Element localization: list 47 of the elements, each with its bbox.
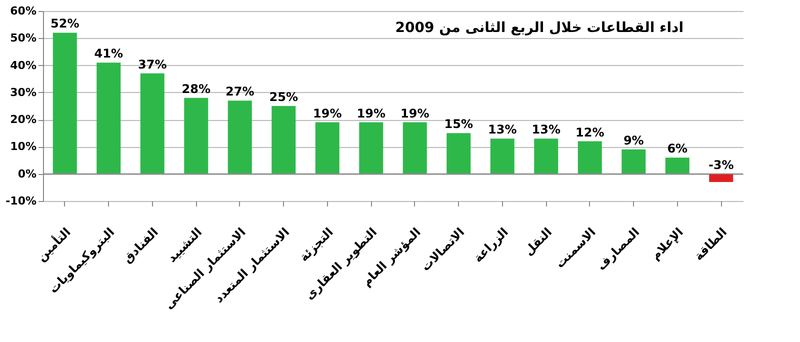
x-tick-label: الطاقة	[691, 225, 730, 264]
data-label: -3%	[708, 158, 734, 172]
x-tick-label: الفنادق	[120, 225, 161, 266]
data-label: 15%	[444, 117, 473, 132]
data-label: 13%	[532, 122, 560, 137]
data-label: 37%	[138, 57, 167, 72]
y-tick-label: 0%	[18, 167, 36, 180]
data-label: 6%	[667, 142, 688, 156]
bar	[709, 174, 734, 182]
data-label: 13%	[488, 122, 517, 137]
bar	[52, 32, 77, 174]
y-tick-label: 60%	[10, 4, 36, 18]
bar	[446, 133, 471, 174]
bar	[359, 122, 384, 174]
x-tick-label: النقل	[521, 225, 555, 258]
bar	[96, 62, 121, 174]
data-label: 41%	[94, 46, 123, 61]
bar	[490, 138, 514, 174]
x-tick-label: الزراعة	[470, 225, 511, 266]
bar	[228, 100, 252, 174]
text: اداء القطاعات خلال الربع الثانى من 2009	[395, 20, 684, 36]
y-tick-label: -10%	[6, 194, 36, 208]
x-tick-label: الإعلام	[648, 225, 686, 263]
bar	[622, 149, 646, 174]
y-tick-label: 50%	[10, 32, 36, 45]
bar	[665, 158, 690, 174]
x-tick-label: التشييد	[164, 225, 205, 266]
data-label: 12%	[576, 125, 604, 140]
bar	[578, 141, 602, 174]
data-label: 27%	[226, 84, 254, 99]
bar	[315, 122, 340, 174]
data-label: 9%	[623, 133, 644, 148]
data-label: 19%	[400, 106, 430, 120]
bar	[534, 138, 558, 174]
y-tick-label: 30%	[10, 86, 36, 99]
data-label: 52%	[50, 16, 80, 31]
y-tick-label: 10%	[10, 140, 36, 154]
bar	[272, 106, 296, 174]
bar	[184, 98, 208, 174]
data-label: 25%	[269, 90, 298, 104]
y-tick-label: 20%	[10, 113, 36, 126]
data-label: 28%	[182, 82, 210, 96]
data-label: 19%	[356, 106, 386, 120]
bar	[140, 73, 164, 174]
bar	[402, 122, 427, 174]
y-tick-label: 40%	[10, 58, 36, 72]
data-label: 19%	[313, 106, 342, 120]
